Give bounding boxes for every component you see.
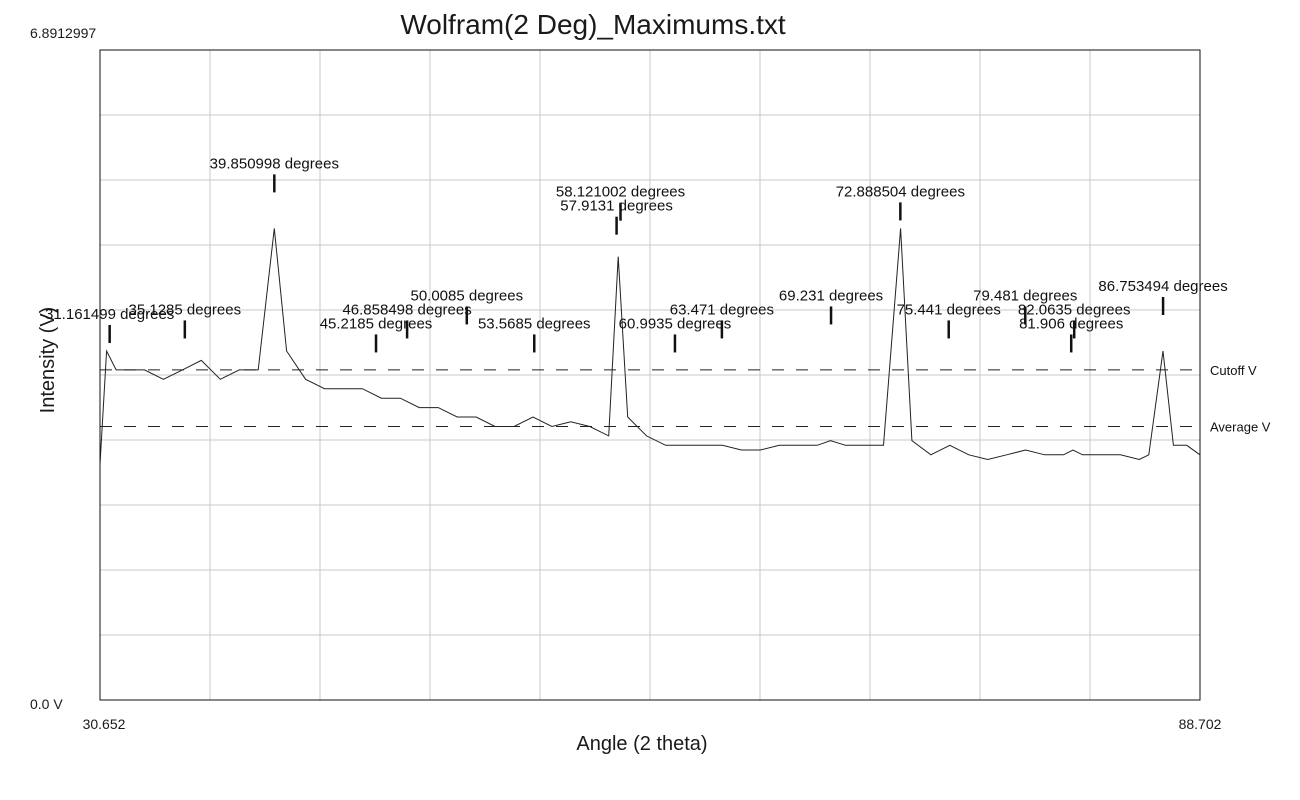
peak-label: 69.231 degrees xyxy=(779,287,883,304)
series-line xyxy=(99,228,1201,465)
x-axis-title: Angle (2 theta) xyxy=(576,733,707,755)
peak-label: 79.481 degrees xyxy=(973,287,1077,304)
peak-label: 35.1285 degrees xyxy=(129,301,242,318)
peak-label: 75.441 degrees xyxy=(897,301,1001,318)
peak-label: 58.121002 degrees xyxy=(556,184,685,201)
peak-label: 63.471 degrees xyxy=(670,301,774,318)
peak-label: 46.858498 degrees xyxy=(342,301,471,318)
chart-title: Wolfram(2 Deg)_Maximums.txt xyxy=(400,9,786,40)
peak-label: 50.0085 degrees xyxy=(410,287,523,304)
peak-label: 57.9131 degrees xyxy=(560,198,673,215)
x-axis-max-label: 88.702 xyxy=(1179,716,1222,732)
grid-lines xyxy=(100,50,1200,700)
y-axis-min-label: 0.0 V xyxy=(30,696,63,712)
reference-lines: Cutoff V Average V xyxy=(100,363,1271,434)
peak-label: 81.906 degrees xyxy=(1019,315,1123,332)
peak-label: 39.850998 degrees xyxy=(210,155,339,172)
reference-line-label: Cutoff V xyxy=(1210,363,1257,378)
peak-label: 31.161499 degrees xyxy=(45,306,174,323)
x-axis-min-label: 30.652 xyxy=(83,716,126,732)
peak-label: 82.0635 degrees xyxy=(1018,301,1131,318)
peak-label: 53.5685 degrees xyxy=(478,315,591,332)
peak-label: 86.753494 degrees xyxy=(1098,278,1227,295)
y-axis-max-label: 6.8912997 xyxy=(30,25,96,41)
plot-frame xyxy=(99,49,1201,701)
peak-label: 72.888504 degrees xyxy=(836,183,965,200)
peak-label: 60.9935 degrees xyxy=(619,315,732,332)
reference-line-label: Average V xyxy=(1210,419,1271,434)
peak-label: 45.2185 degrees xyxy=(320,315,433,332)
y-axis-title: Intensity (V) xyxy=(37,307,59,414)
